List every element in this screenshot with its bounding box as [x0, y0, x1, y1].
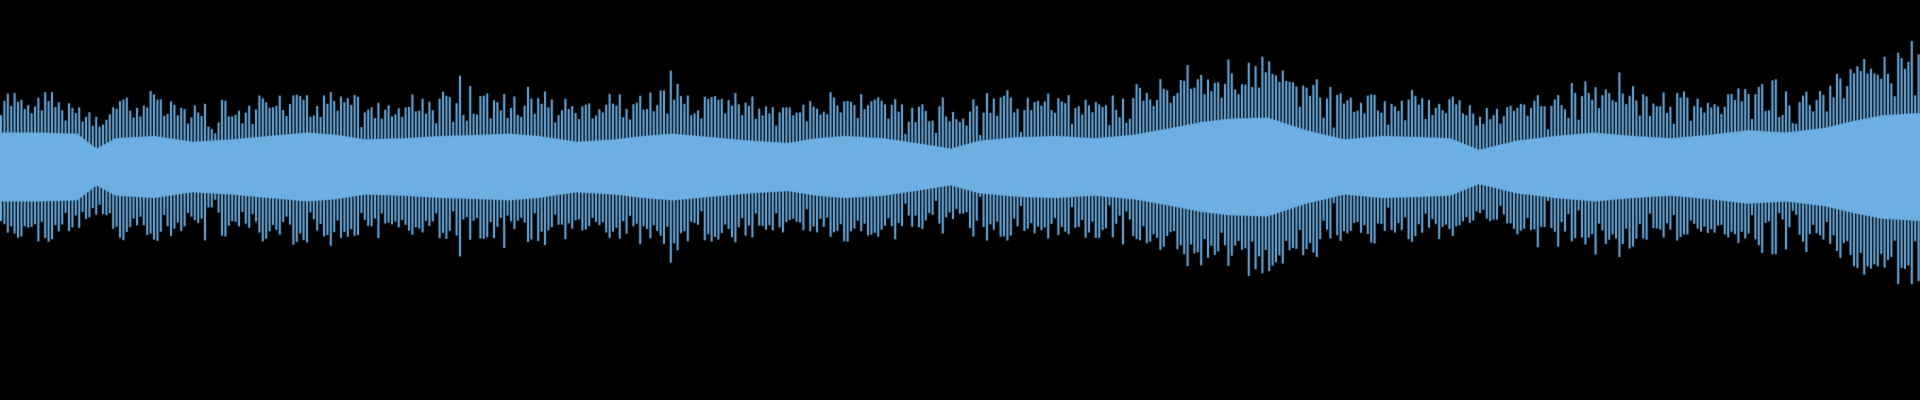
audio-waveform-viewer[interactable]	[0, 0, 1920, 400]
waveform-canvas[interactable]	[0, 0, 1920, 400]
